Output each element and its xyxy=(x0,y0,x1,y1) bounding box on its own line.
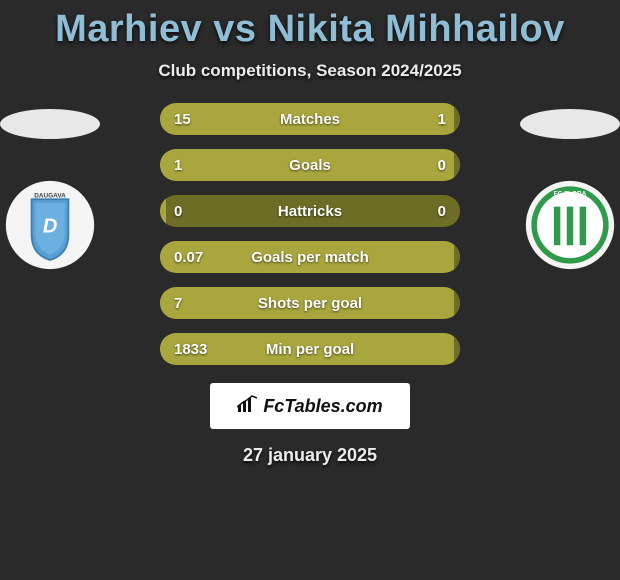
stat-label: Hattricks xyxy=(160,195,460,227)
stat-label: Shots per goal xyxy=(160,287,460,319)
stats-column: 151Matches 10Goals 00Hattricks 0.07Goals pe… xyxy=(110,103,510,365)
player-left-silhouette xyxy=(0,109,100,139)
stat-label: Matches xyxy=(160,103,460,135)
stat-bar: 151Matches xyxy=(160,103,460,135)
stat-label: Goals xyxy=(160,149,460,181)
watermark-text: FcTables.com xyxy=(263,396,382,417)
stat-bar: 0.07Goals per match xyxy=(160,241,460,273)
chart-icon xyxy=(237,395,259,418)
stat-label: Min per goal xyxy=(160,333,460,365)
player-left-column: DAUGAVA D xyxy=(0,103,110,271)
watermark: FcTables.com xyxy=(210,383,410,429)
page-title: Marhiev vs Nikita Mihhailov xyxy=(55,8,565,51)
main-row: DAUGAVA D 151Matches 10Goals 00Hattricks 0.… xyxy=(0,103,620,365)
player-right-silhouette xyxy=(520,109,620,139)
club-left-badge: DAUGAVA D xyxy=(4,179,96,271)
svg-text:DAUGAVA: DAUGAVA xyxy=(34,192,66,199)
comparison-infographic: Marhiev vs Nikita Mihhailov Club competi… xyxy=(0,0,620,580)
stat-bar: 7Shots per goal xyxy=(160,287,460,319)
club-right-badge: FC FLORA xyxy=(524,179,616,271)
stat-bar: 1833Min per goal xyxy=(160,333,460,365)
stat-bar: 10Goals xyxy=(160,149,460,181)
svg-text:D: D xyxy=(43,215,58,237)
player-right-column: FC FLORA xyxy=(510,103,620,271)
stat-label: Goals per match xyxy=(160,241,460,273)
svg-text:FC FLORA: FC FLORA xyxy=(554,191,587,198)
date-text: 27 january 2025 xyxy=(243,445,377,466)
subtitle: Club competitions, Season 2024/2025 xyxy=(158,61,461,81)
stat-bar: 00Hattricks xyxy=(160,195,460,227)
